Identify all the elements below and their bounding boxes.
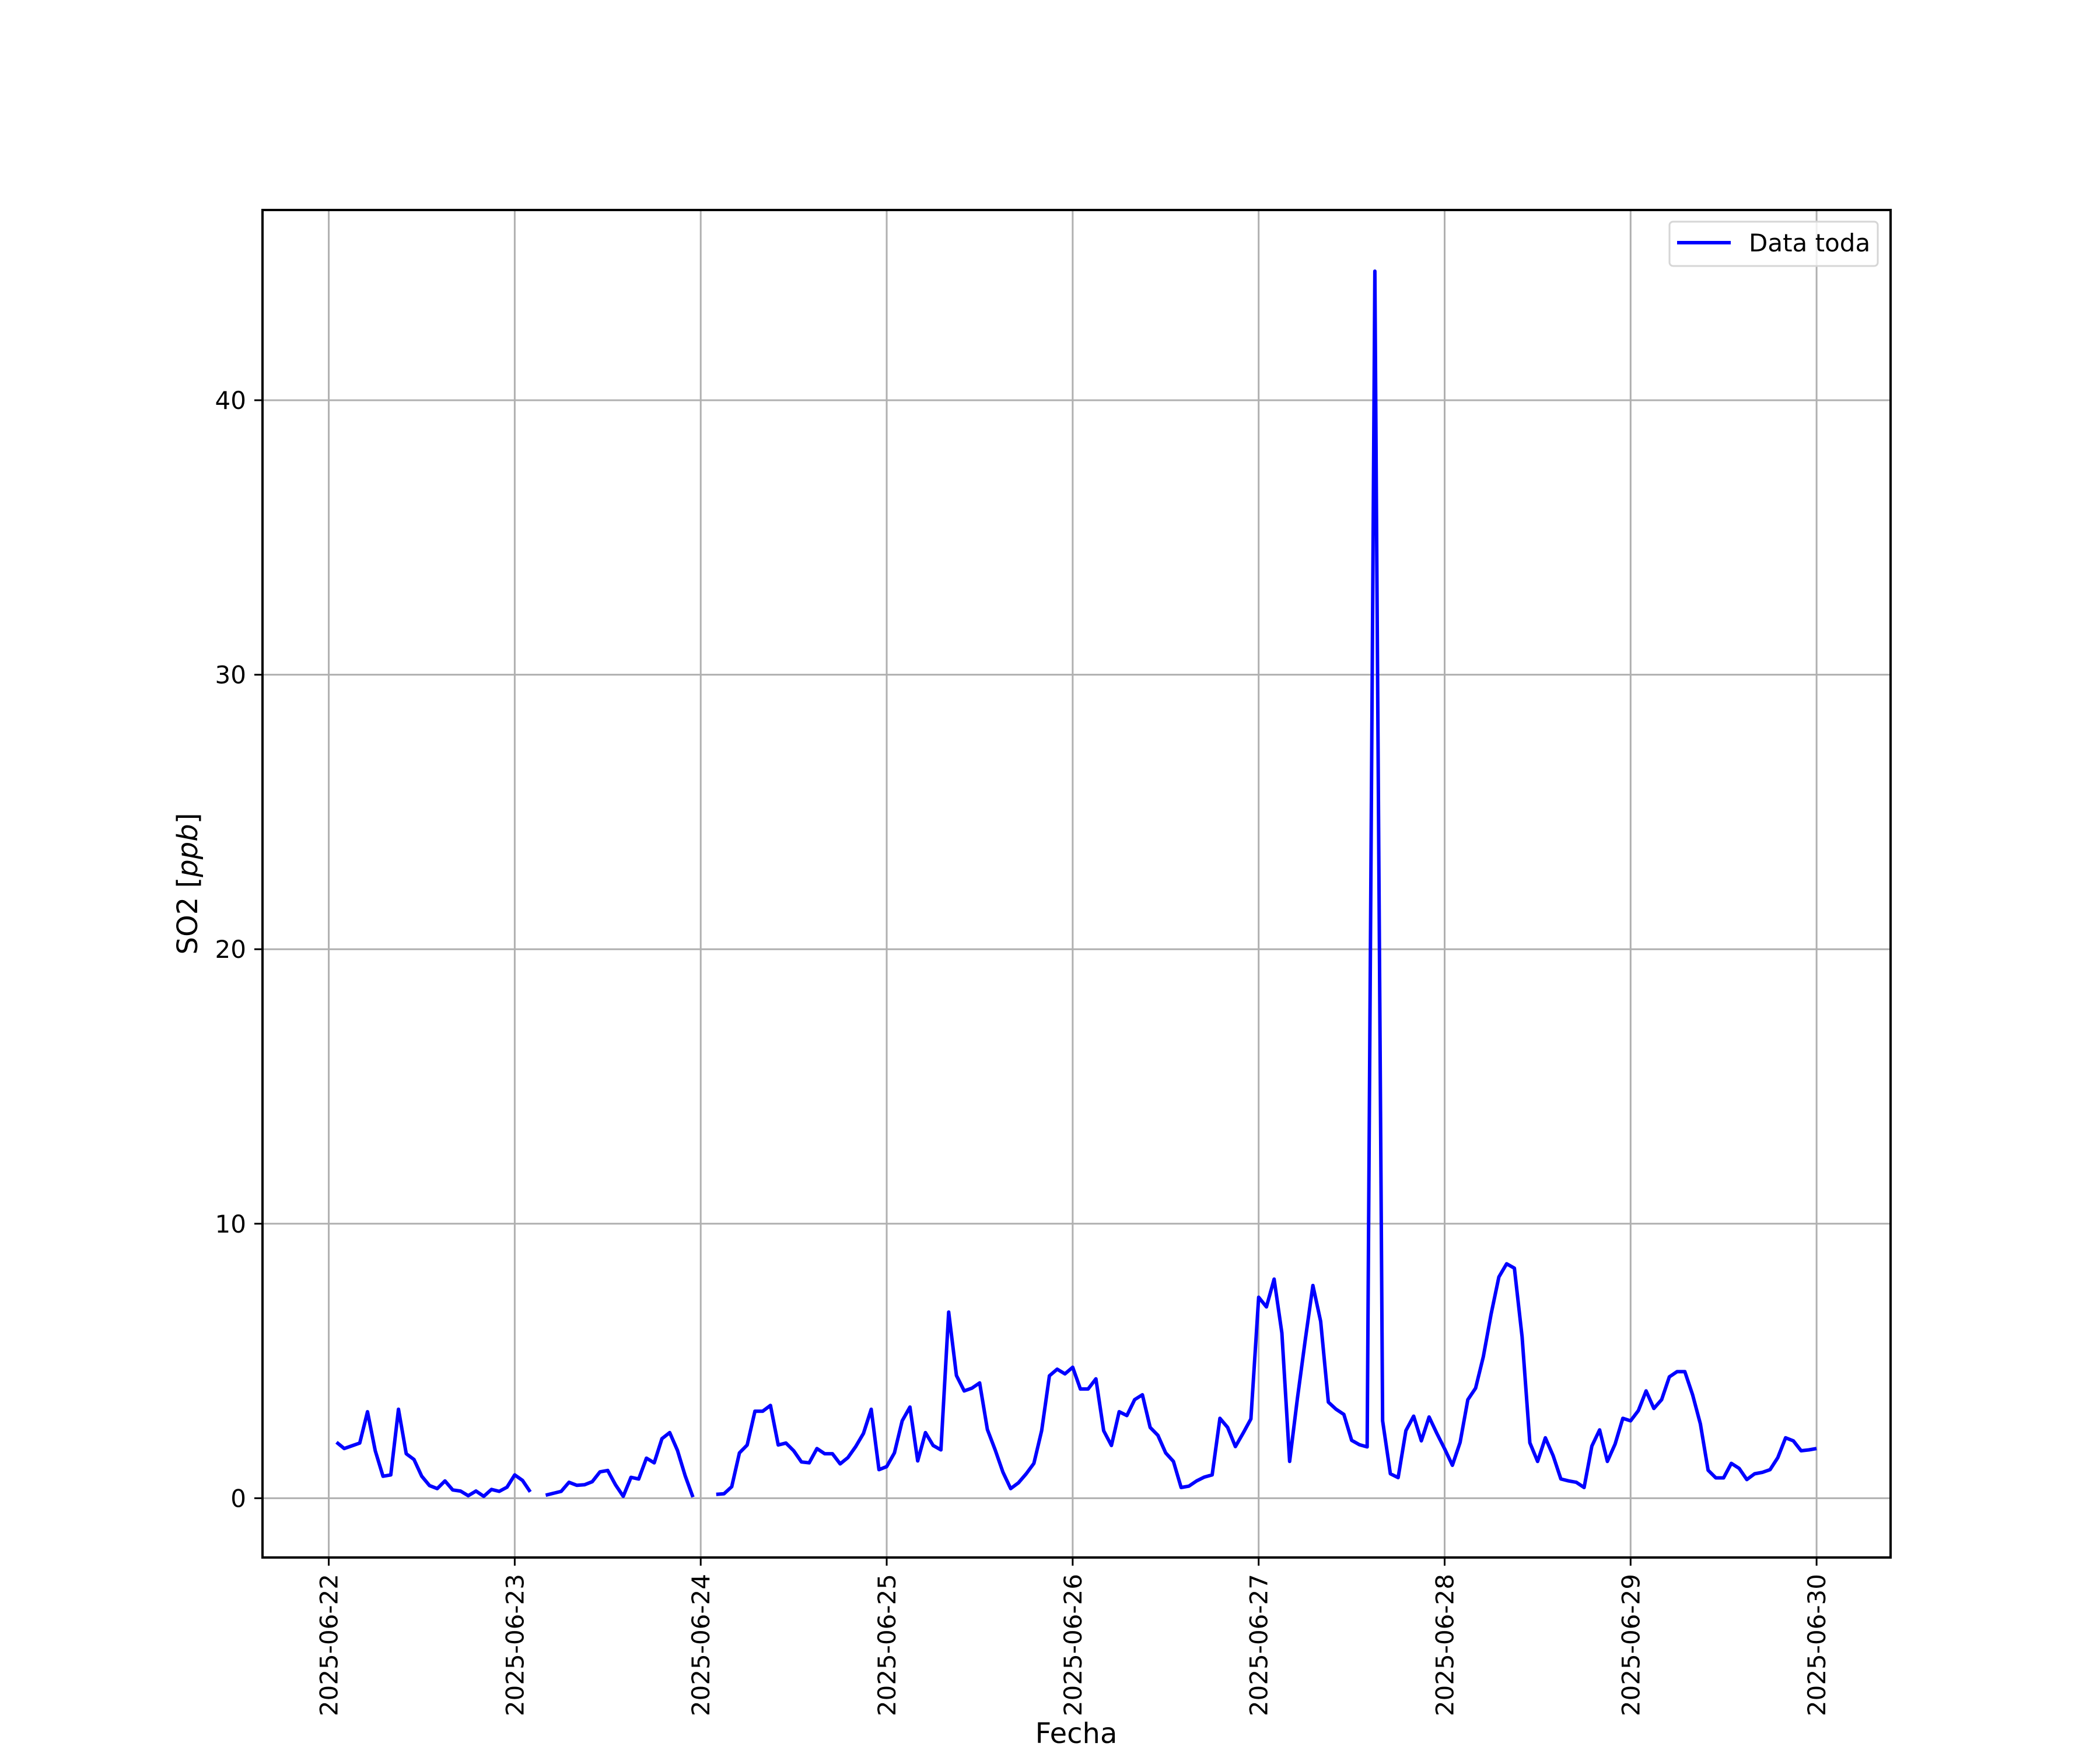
y-tick-label: 10 — [215, 1210, 246, 1238]
series-line-segment — [335, 1407, 532, 1499]
x-tick-label: 2025-06-28 — [1430, 1574, 1459, 1716]
x-tick-label: 2025-06-26 — [1059, 1574, 1087, 1716]
x-tick-label: 2025-06-30 — [1803, 1574, 1831, 1716]
data-series-lines — [335, 269, 1817, 1499]
legend: Data toda — [1668, 220, 1879, 267]
y-axis-label-text: ] — [172, 813, 204, 824]
x-axis-ticks: 2025-06-22 2025-06-23 2025-06-24 2025-06-25… — [315, 1558, 1831, 1716]
y-tick-label: 30 — [215, 661, 246, 690]
y-axis-unit: ppb — [172, 824, 204, 877]
grid-lines — [262, 210, 1891, 1558]
x-tick-label: 2025-06-25 — [873, 1574, 901, 1716]
legend-box — [1668, 220, 1879, 267]
plot-frame — [261, 209, 1892, 1559]
x-tick-label: 2025-06-22 — [315, 1574, 344, 1716]
x-tick-label: 2025-06-27 — [1245, 1574, 1273, 1716]
y-axis-ticks: 0 10 20 30 40 — [215, 386, 262, 1513]
y-axis-label-text: SO2 [ — [172, 877, 204, 955]
series-line-segment — [545, 1430, 695, 1499]
x-tick-label: 2025-06-24 — [687, 1574, 715, 1716]
y-tick-label: 40 — [215, 386, 246, 415]
legend-label: Data toda — [1749, 229, 1870, 257]
y-tick-label: 20 — [215, 935, 246, 964]
x-axis-label: Fecha — [1035, 1717, 1118, 1750]
y-axis-label: SO2 [ppb] — [172, 813, 204, 955]
x-tick-label: 2025-06-29 — [1616, 1574, 1645, 1716]
x-tick-label: 2025-06-23 — [501, 1574, 529, 1716]
series-line-segment — [716, 269, 1817, 1496]
y-tick-label: 0 — [230, 1484, 246, 1513]
